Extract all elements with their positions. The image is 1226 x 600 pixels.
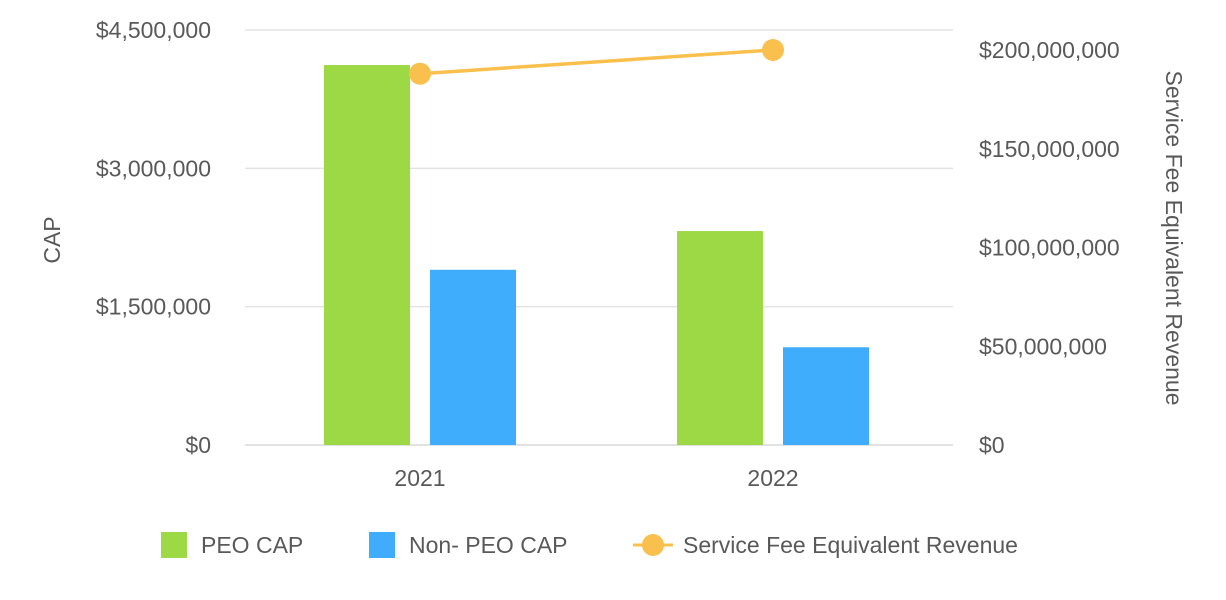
left-axis-title: CAP xyxy=(39,216,65,263)
revenue-point-2022 xyxy=(762,39,784,61)
revenue-line xyxy=(409,39,784,85)
right-axis-title: Service Fee Equivalent Revenue xyxy=(1161,71,1187,406)
left-tick-label-0: $0 xyxy=(185,432,211,458)
legend-label-revenue: Service Fee Equivalent Revenue xyxy=(683,532,1018,558)
legend-label-peo-cap: PEO CAP xyxy=(201,532,303,558)
right-tick-label-0: $0 xyxy=(979,432,1005,458)
legend-swatch-non-peo-cap xyxy=(369,532,395,558)
legend-label-non-peo-cap: Non- PEO CAP xyxy=(409,532,568,558)
right-tick-label-3: $150,000,000 xyxy=(979,136,1120,162)
legend-marker-revenue xyxy=(642,534,664,556)
left-tick-label-2: $3,000,000 xyxy=(96,155,211,181)
legend: PEO CAP Non- PEO CAP Service Fee Equival… xyxy=(161,532,1018,558)
right-tick-label-4: $200,000,000 xyxy=(979,37,1120,63)
legend-swatch-peo-cap xyxy=(161,532,187,558)
right-tick-label-2: $100,000,000 xyxy=(979,235,1120,261)
bar-peo-cap-2022 xyxy=(677,231,763,445)
revenue-point-2021 xyxy=(409,62,431,85)
bar-non-peo-cap-2021 xyxy=(430,269,516,445)
left-tick-label-3: $4,500,000 xyxy=(96,17,211,43)
bars xyxy=(324,65,869,446)
x-tick-label-2021: 2021 xyxy=(394,465,445,491)
right-axis-ticks: $0 $50,000,000 $100,000,000 $150,000,000 $20… xyxy=(979,37,1120,458)
bar-peo-cap-2021 xyxy=(324,65,410,446)
x-tick-label-2022: 2022 xyxy=(747,465,798,491)
bar-non-peo-cap-2022 xyxy=(783,347,869,445)
x-axis-ticks: 2021 2022 xyxy=(394,465,798,491)
revenue-line-path xyxy=(419,48,774,76)
left-axis-ticks: $0 $1,500,000 $3,000,000 $4,500,000 xyxy=(96,17,211,458)
right-tick-label-1: $50,000,000 xyxy=(979,333,1107,359)
left-tick-label-1: $1,500,000 xyxy=(96,294,211,320)
